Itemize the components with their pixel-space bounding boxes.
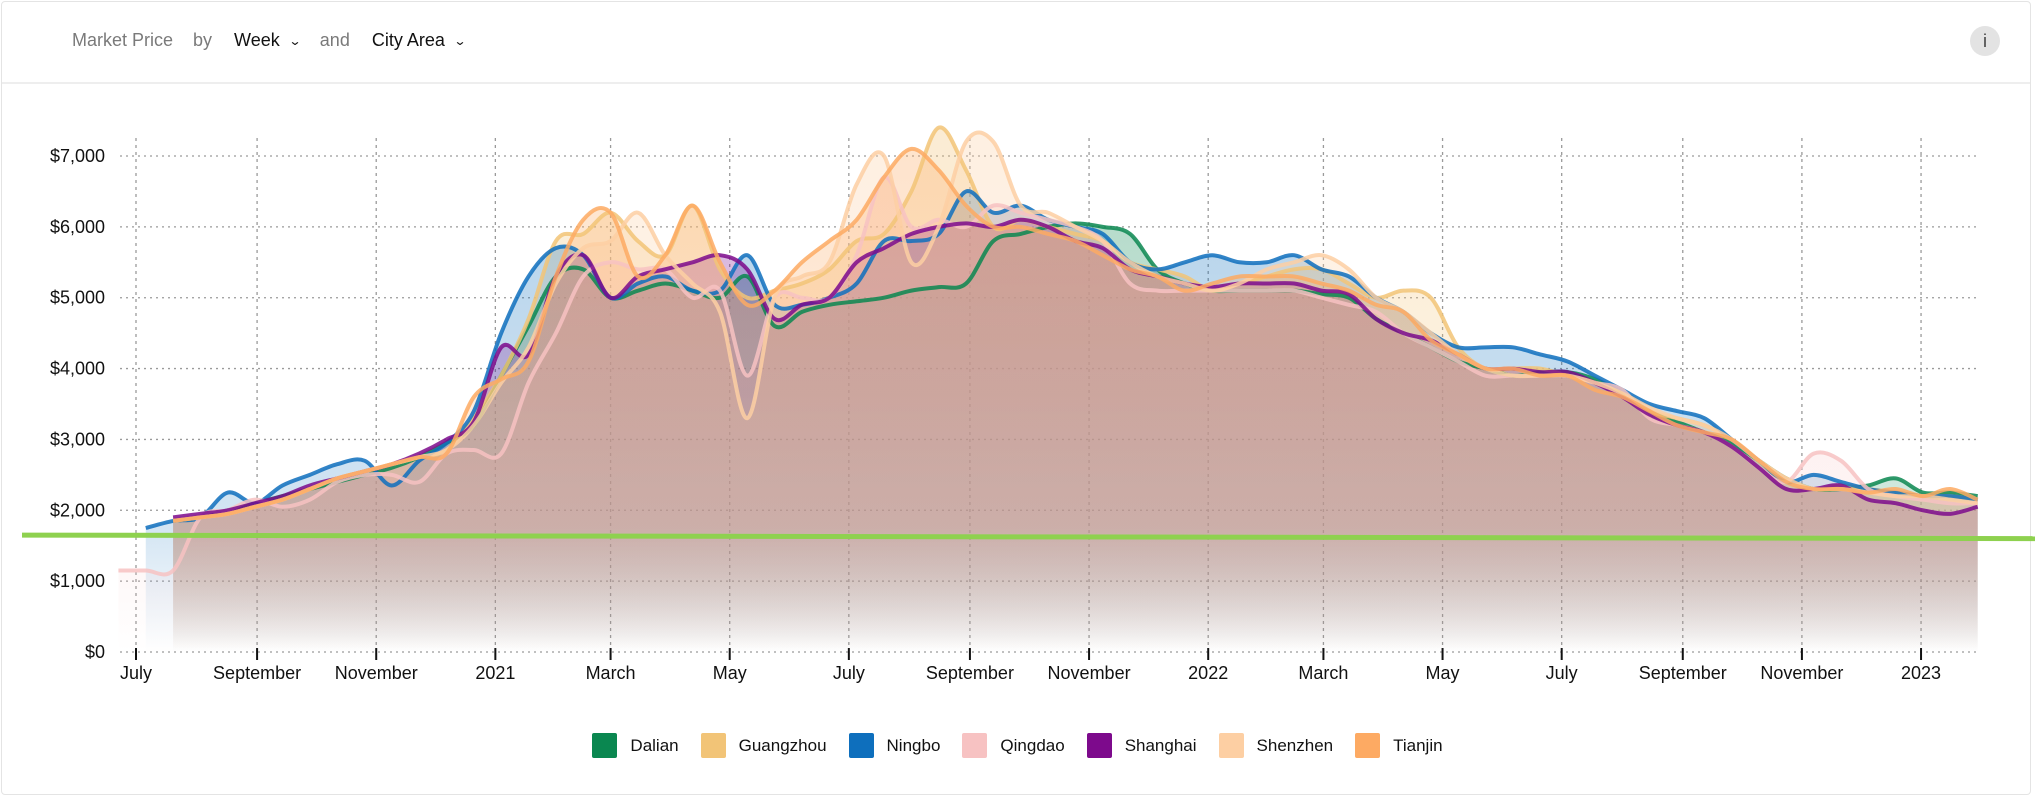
legend-swatch <box>1086 733 1112 758</box>
period-value: Week <box>234 30 280 50</box>
y-tick-label: $4,000 <box>50 359 105 379</box>
x-tick-label: September <box>213 663 301 683</box>
legend-swatch <box>592 733 618 758</box>
x-tick-label: 2022 <box>1188 663 1228 683</box>
x-tick-label: November <box>1048 663 1131 683</box>
y-tick-label: $6,000 <box>50 217 105 237</box>
x-tick-label: September <box>926 663 1014 683</box>
y-tick-label: $1,000 <box>50 571 105 591</box>
legend-label: Ningbo <box>886 735 941 755</box>
series-line-tianjin <box>172 146 1979 523</box>
legend-label: Dalian <box>630 735 679 755</box>
x-tick-label: November <box>335 663 418 683</box>
reference-line <box>21 532 2035 542</box>
chart-header: Market Price by Week ⌄ and City Area ⌄ i <box>2 2 2030 84</box>
legend-item-shenzhen[interactable]: Shenzhen <box>1218 733 1334 758</box>
y-tick-label: $7,000 <box>50 146 105 166</box>
x-tick-label: 2021 <box>475 663 515 683</box>
group-value: City Area <box>371 30 445 50</box>
series-area-tianjin <box>173 148 1978 652</box>
series-line-qingdao <box>118 175 1978 577</box>
legend-label: Shenzhen <box>1256 735 1334 755</box>
legend-swatch <box>1218 733 1244 758</box>
legend-label: Guangzhou <box>738 735 827 755</box>
period-dropdown[interactable]: Week ⌄ <box>234 30 302 51</box>
legend-swatch <box>962 733 988 758</box>
legend-item-ningbo[interactable]: Ningbo <box>848 733 941 758</box>
y-tick-label: $2,000 <box>50 500 105 520</box>
x-tick-label: July <box>120 663 152 683</box>
legend-item-dalian[interactable]: Dalian <box>592 733 679 758</box>
query-bar: Market Price by Week ⌄ and City Area ⌄ <box>72 30 467 51</box>
x-tick-label: September <box>1639 663 1727 683</box>
series-line-shenzhen <box>172 130 1978 523</box>
legend-item-shanghai[interactable]: Shanghai <box>1086 733 1197 758</box>
legend-swatch <box>700 733 726 758</box>
chevron-down-icon: ⌄ <box>288 33 302 48</box>
legend-label: Shanghai <box>1124 735 1197 755</box>
legend-item-guangzhou[interactable]: Guangzhou <box>700 733 827 758</box>
x-tick-label: May <box>1426 663 1460 683</box>
x-tick-label: November <box>1760 663 1843 683</box>
x-tick-label: March <box>586 663 636 683</box>
legend-swatch <box>1355 733 1381 758</box>
chevron-down-icon: ⌄ <box>453 33 467 48</box>
group-dropdown[interactable]: City Area ⌄ <box>371 30 467 51</box>
and-label: and <box>319 30 350 50</box>
legend-label: Tianjin <box>1393 735 1443 755</box>
legend: Dalian Guangzhou Ningbo Qingdao Shanghai Shen… <box>0 733 2035 758</box>
x-tick-label: March <box>1298 663 1348 683</box>
y-tick-label: $5,000 <box>50 288 105 308</box>
legend-item-qingdao[interactable]: Qingdao <box>962 733 1065 758</box>
y-tick-label: $0 <box>85 642 105 662</box>
x-tick-label: July <box>833 663 865 683</box>
x-tick-label: 2023 <box>1901 663 1941 683</box>
info-icon[interactable]: i <box>1970 26 2000 56</box>
legend-label: Qingdao <box>1000 735 1065 755</box>
x-tick-label: July <box>1546 663 1578 683</box>
x-tick-label: May <box>713 663 747 683</box>
y-tick-label: $3,000 <box>50 429 105 449</box>
metric-label: Market Price <box>72 30 174 50</box>
legend-item-tianjin[interactable]: Tianjin <box>1355 733 1443 758</box>
by-label: by <box>193 30 213 50</box>
legend-swatch <box>848 733 874 758</box>
